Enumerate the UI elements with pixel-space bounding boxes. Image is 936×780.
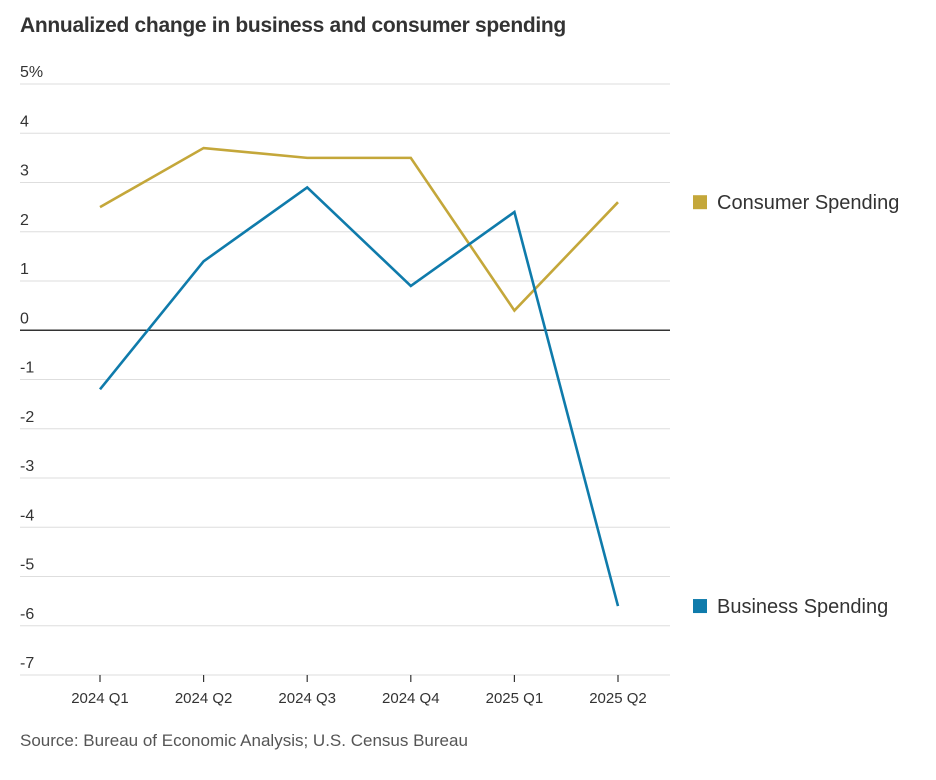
y-tick-label: 4 (20, 113, 29, 130)
x-axis-ticks: 2024 Q1 2024 Q2 2024 Q3 2024 Q4 2025 Q1 2025 … (71, 675, 647, 707)
x-tick-label: 2024 Q3 (278, 690, 336, 707)
consumer-spending-legend-swatch (693, 195, 707, 210)
y-tick-label: 1 (20, 261, 29, 278)
y-tick-label: -2 (20, 409, 34, 426)
y-tick-label: 5% (20, 64, 43, 81)
y-tick-label: -6 (20, 606, 34, 623)
chart-title: Annualized change in business and consum… (20, 14, 566, 37)
business-spending-legend-swatch (693, 599, 707, 614)
y-tick-label: -7 (20, 655, 34, 672)
x-tick-label: 2025 Q2 (589, 690, 647, 707)
y-tick-label: 0 (20, 310, 29, 327)
legend: Consumer Spending Business Spending (693, 192, 899, 618)
y-tick-label: -1 (20, 360, 34, 377)
y-tick-label: -4 (20, 507, 34, 524)
source-note: Source: Bureau of Economic Analysis; U.S… (20, 731, 468, 750)
consumer-spending-line (99, 146, 619, 313)
x-tick-label: 2024 Q1 (71, 690, 129, 707)
y-axis-tick-labels: 5% 4 3 2 1 0 -1 -2 -3 -4 -5 -6 -7 (20, 64, 43, 672)
gridlines (20, 83, 670, 676)
y-tick-label: -5 (20, 557, 34, 574)
series-lines (98, 146, 620, 607)
consumer-spending-legend-label: Consumer Spending (717, 192, 899, 214)
x-tick-label: 2024 Q2 (175, 690, 233, 707)
y-tick-label: 2 (20, 212, 29, 229)
x-tick-label: 2025 Q1 (486, 690, 544, 707)
business-spending-legend-label: Business Spending (717, 596, 888, 618)
business-spending-line (98, 185, 620, 607)
x-tick-label: 2024 Q4 (382, 690, 440, 707)
y-tick-label: 3 (20, 163, 29, 180)
y-tick-label: -3 (20, 458, 34, 475)
